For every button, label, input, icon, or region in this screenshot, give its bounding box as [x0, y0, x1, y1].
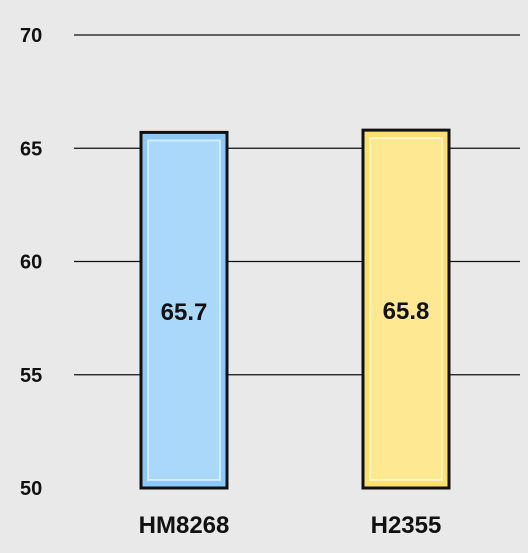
data-label: 65.7 — [161, 299, 208, 326]
x-axis-categories: HM8268 H2355 — [139, 512, 442, 539]
y-axis-ticks: 50 55 60 65 70 — [20, 25, 42, 500]
x-category-label: HM8268 — [139, 512, 230, 539]
y-tick-label: 50 — [20, 478, 42, 500]
bar-group — [139, 130, 229, 490]
y-tick-label: 70 — [20, 25, 42, 47]
data-labels: 65.7 65.8 — [161, 298, 430, 326]
bar-group — [361, 128, 451, 490]
y-tick-label: 55 — [20, 365, 42, 387]
bar-bevel — [369, 137, 443, 481]
data-label: 65.8 — [383, 298, 430, 325]
y-tick-label: 60 — [20, 252, 42, 274]
x-category-label: H2355 — [371, 512, 442, 539]
bars — [139, 128, 451, 490]
y-tick-label: 65 — [20, 138, 42, 160]
bar-bevel — [147, 139, 221, 482]
